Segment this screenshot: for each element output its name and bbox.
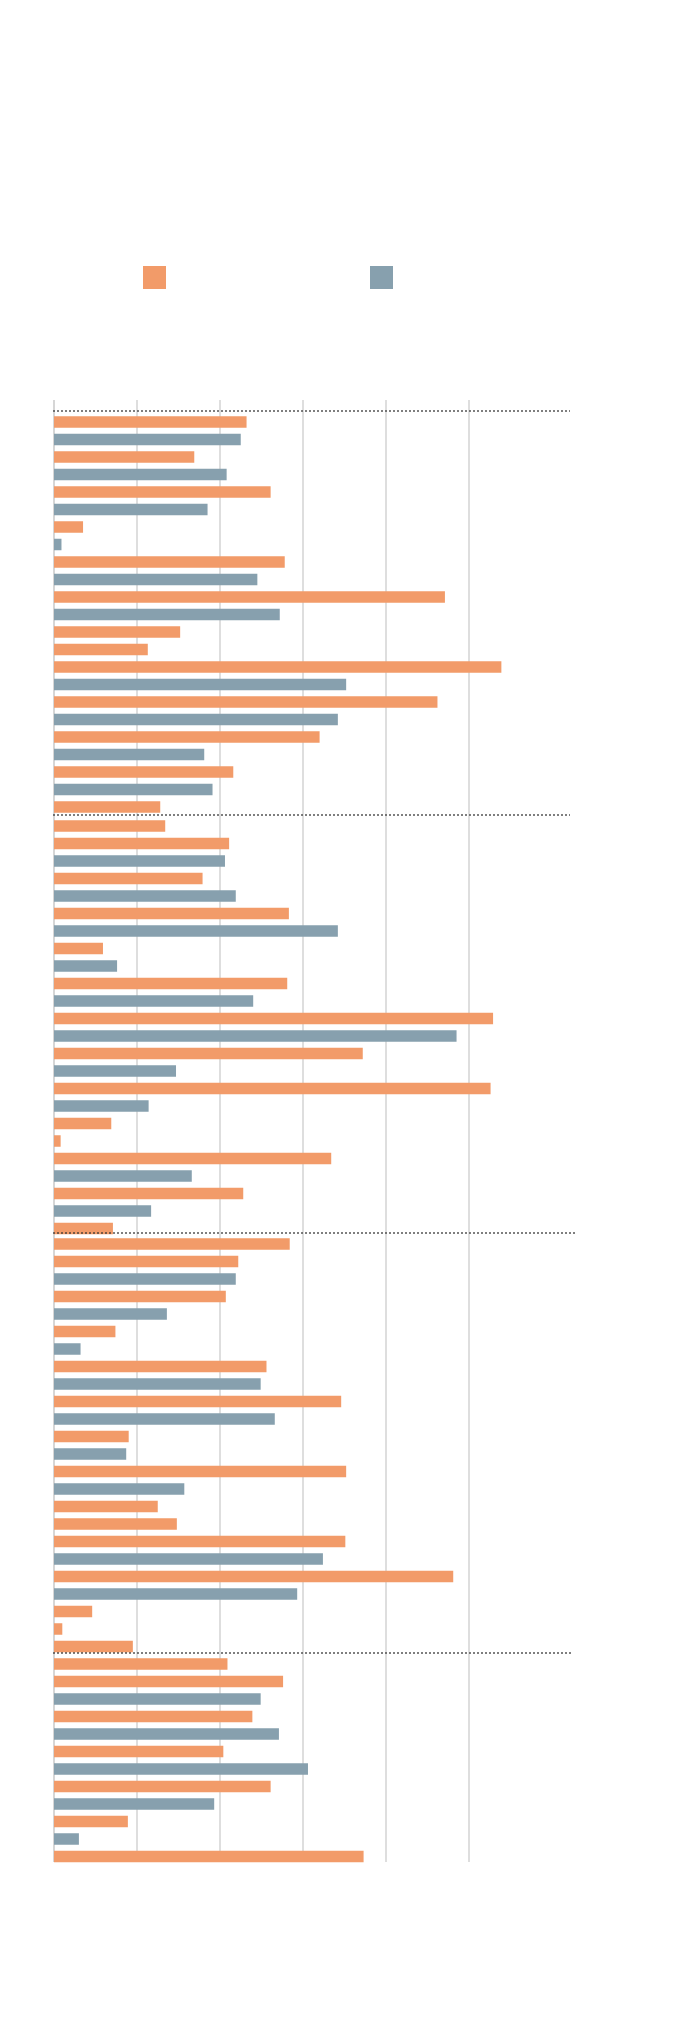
bar-series-b-37 [54, 1065, 177, 1077]
bar-series-b-25 [54, 855, 225, 867]
legend-swatch-series-a [143, 266, 166, 289]
bar-series-a-36 [54, 1047, 363, 1060]
bar-series-a-76 [54, 1745, 224, 1758]
bar-series-a-80 [54, 1815, 128, 1828]
bar-series-b-29 [54, 925, 338, 937]
bar-series-a-63 [54, 1518, 177, 1530]
bar-series-a-62 [54, 1500, 158, 1513]
bar-series-a-13 [54, 643, 148, 656]
bar-series-a-56 [54, 1395, 342, 1408]
bar-series-b-53 [54, 1343, 81, 1355]
bar-series-a-12 [54, 626, 181, 638]
bar-series-b-5 [54, 503, 208, 516]
bar-series-a-66 [54, 1570, 454, 1583]
bar-series-a-26 [54, 872, 203, 885]
bar-series-a-23 [54, 820, 166, 832]
bar-series-b-39 [54, 1100, 149, 1112]
bar-series-a-46 [54, 1222, 113, 1235]
bar-series-a-0 [54, 416, 247, 428]
bar-series-b-15 [54, 678, 347, 691]
bar-series-b-27 [54, 890, 236, 902]
bar-series-b-59 [54, 1448, 127, 1460]
bar-series-a-60 [54, 1465, 347, 1478]
bar-series-b-55 [54, 1378, 261, 1390]
bar-series-b-73 [54, 1693, 261, 1705]
bar-series-b-77 [54, 1763, 308, 1775]
bar-series-a-8 [54, 556, 285, 568]
bar-series-b-75 [54, 1728, 279, 1740]
bar-series-a-34 [54, 1012, 494, 1025]
bar-series-a-42 [54, 1152, 332, 1165]
bar-series-a-4 [54, 486, 271, 498]
bar-series-a-38 [54, 1082, 491, 1095]
bar-series-b-51 [54, 1308, 167, 1320]
bar-series-b-61 [54, 1483, 185, 1495]
bar-series-a-6 [54, 521, 84, 533]
bar-series-a-16 [54, 696, 438, 708]
bar-series-a-41 [54, 1135, 61, 1147]
bar-series-a-64 [54, 1535, 346, 1548]
bar-series-b-65 [54, 1553, 323, 1565]
bar-series-a-30 [54, 942, 103, 955]
bar-series-a-54 [54, 1360, 267, 1373]
bar-series-a-52 [54, 1325, 116, 1338]
bar-series-a-78 [54, 1780, 271, 1793]
bar-series-b-57 [54, 1413, 275, 1425]
bar-series-a-68 [54, 1605, 93, 1618]
bar-series-a-72 [54, 1675, 284, 1688]
bar-series-b-45 [54, 1205, 152, 1217]
bar-series-a-24 [54, 837, 230, 850]
bar-series-b-11 [54, 608, 280, 621]
group-separators [53, 410, 575, 1654]
bar-series-b-33 [54, 995, 254, 1007]
bar-series-a-18 [54, 731, 320, 743]
bar-series-b-17 [54, 713, 338, 726]
bar-series-a-82 [54, 1850, 364, 1863]
bar-series-b-81 [54, 1833, 79, 1845]
bar-series-a-58 [54, 1430, 129, 1443]
bar-series-a-50 [54, 1290, 226, 1303]
bar-series-b-19 [54, 748, 205, 761]
bar-series-a-20 [54, 766, 234, 778]
bar-series-b-31 [54, 960, 118, 972]
bar-series-b-3 [54, 468, 227, 481]
bar-series-b-9 [54, 573, 258, 586]
bar-series-b-43 [54, 1170, 192, 1182]
bar-series-a-74 [54, 1710, 253, 1723]
bar-series-a-70 [54, 1640, 133, 1653]
bar-series-a-10 [54, 591, 445, 603]
bar-series-b-1 [54, 433, 241, 446]
bar-series-b-79 [54, 1798, 215, 1810]
bar-series-a-32 [54, 977, 288, 990]
bars [54, 416, 502, 1863]
bar-series-a-14 [54, 661, 502, 673]
bar-series-a-44 [54, 1187, 244, 1200]
bar-series-b-67 [54, 1588, 298, 1600]
bar-series-a-71 [54, 1658, 228, 1670]
bar-series-a-47 [54, 1238, 290, 1250]
bar-series-a-2 [54, 451, 195, 463]
bar-series-b-49 [54, 1273, 236, 1285]
bar-series-b-21 [54, 783, 213, 796]
bar-series-a-28 [54, 907, 289, 920]
legend-swatch-series-b [370, 266, 393, 289]
bar-series-a-40 [54, 1117, 112, 1130]
bar-series-b-35 [54, 1030, 457, 1042]
bar-series-a-48 [54, 1255, 239, 1268]
bar-series-b-7 [54, 538, 62, 551]
bar-series-a-69 [54, 1623, 63, 1635]
bar-series-a-22 [54, 801, 161, 813]
gridlines [53, 400, 470, 1862]
